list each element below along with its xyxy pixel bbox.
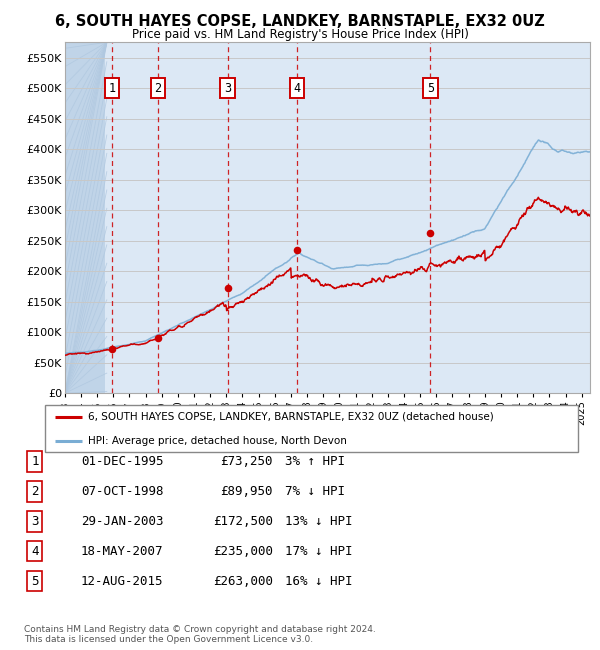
Text: This data is licensed under the Open Government Licence v3.0.: This data is licensed under the Open Gov… (24, 635, 313, 644)
Text: 18-MAY-2007: 18-MAY-2007 (81, 545, 163, 558)
Text: 4: 4 (31, 545, 38, 558)
Text: Contains HM Land Registry data © Crown copyright and database right 2024.: Contains HM Land Registry data © Crown c… (24, 625, 376, 634)
Text: 07-OCT-1998: 07-OCT-1998 (81, 485, 163, 498)
Point (107, 343, 117, 354)
Text: 1: 1 (109, 81, 116, 94)
Text: 7% ↓ HPI: 7% ↓ HPI (285, 485, 345, 498)
Text: 4: 4 (293, 81, 301, 94)
Text: HPI: Average price, detached house, North Devon: HPI: Average price, detached house, Nort… (88, 436, 346, 447)
Point (223, 283, 232, 293)
Text: 12-AUG-2015: 12-AUG-2015 (81, 575, 163, 588)
FancyBboxPatch shape (45, 405, 578, 452)
Text: 6, SOUTH HAYES COPSE, LANDKEY, BARNSTAPLE, EX32 0UZ: 6, SOUTH HAYES COPSE, LANDKEY, BARNSTAPL… (55, 14, 545, 29)
Text: 2: 2 (31, 485, 38, 498)
Text: £263,000: £263,000 (213, 575, 273, 588)
Text: 29-JAN-2003: 29-JAN-2003 (81, 515, 163, 528)
Text: 6, SOUTH HAYES COPSE, LANDKEY, BARNSTAPLE, EX32 0UZ (detached house): 6, SOUTH HAYES COPSE, LANDKEY, BARNSTAPL… (88, 411, 493, 422)
Text: 16% ↓ HPI: 16% ↓ HPI (285, 575, 353, 588)
Text: 1: 1 (31, 455, 38, 468)
Text: 3% ↑ HPI: 3% ↑ HPI (285, 455, 345, 468)
Text: 17% ↓ HPI: 17% ↓ HPI (285, 545, 353, 558)
Point (292, 244, 302, 255)
Text: £172,500: £172,500 (213, 515, 273, 528)
Text: £73,250: £73,250 (221, 455, 273, 468)
Text: 5: 5 (427, 81, 434, 94)
Text: £89,950: £89,950 (221, 485, 273, 498)
Text: 5: 5 (31, 575, 38, 588)
Text: £235,000: £235,000 (213, 545, 273, 558)
Point (425, 227, 435, 238)
Text: 01-DEC-1995: 01-DEC-1995 (81, 455, 163, 468)
Text: 13% ↓ HPI: 13% ↓ HPI (285, 515, 353, 528)
Text: 2: 2 (154, 81, 161, 94)
Text: 3: 3 (31, 515, 38, 528)
Text: 3: 3 (224, 81, 231, 94)
Text: Price paid vs. HM Land Registry's House Price Index (HPI): Price paid vs. HM Land Registry's House … (131, 28, 469, 41)
Point (153, 333, 163, 344)
Bar (65, 42, 105, 393)
